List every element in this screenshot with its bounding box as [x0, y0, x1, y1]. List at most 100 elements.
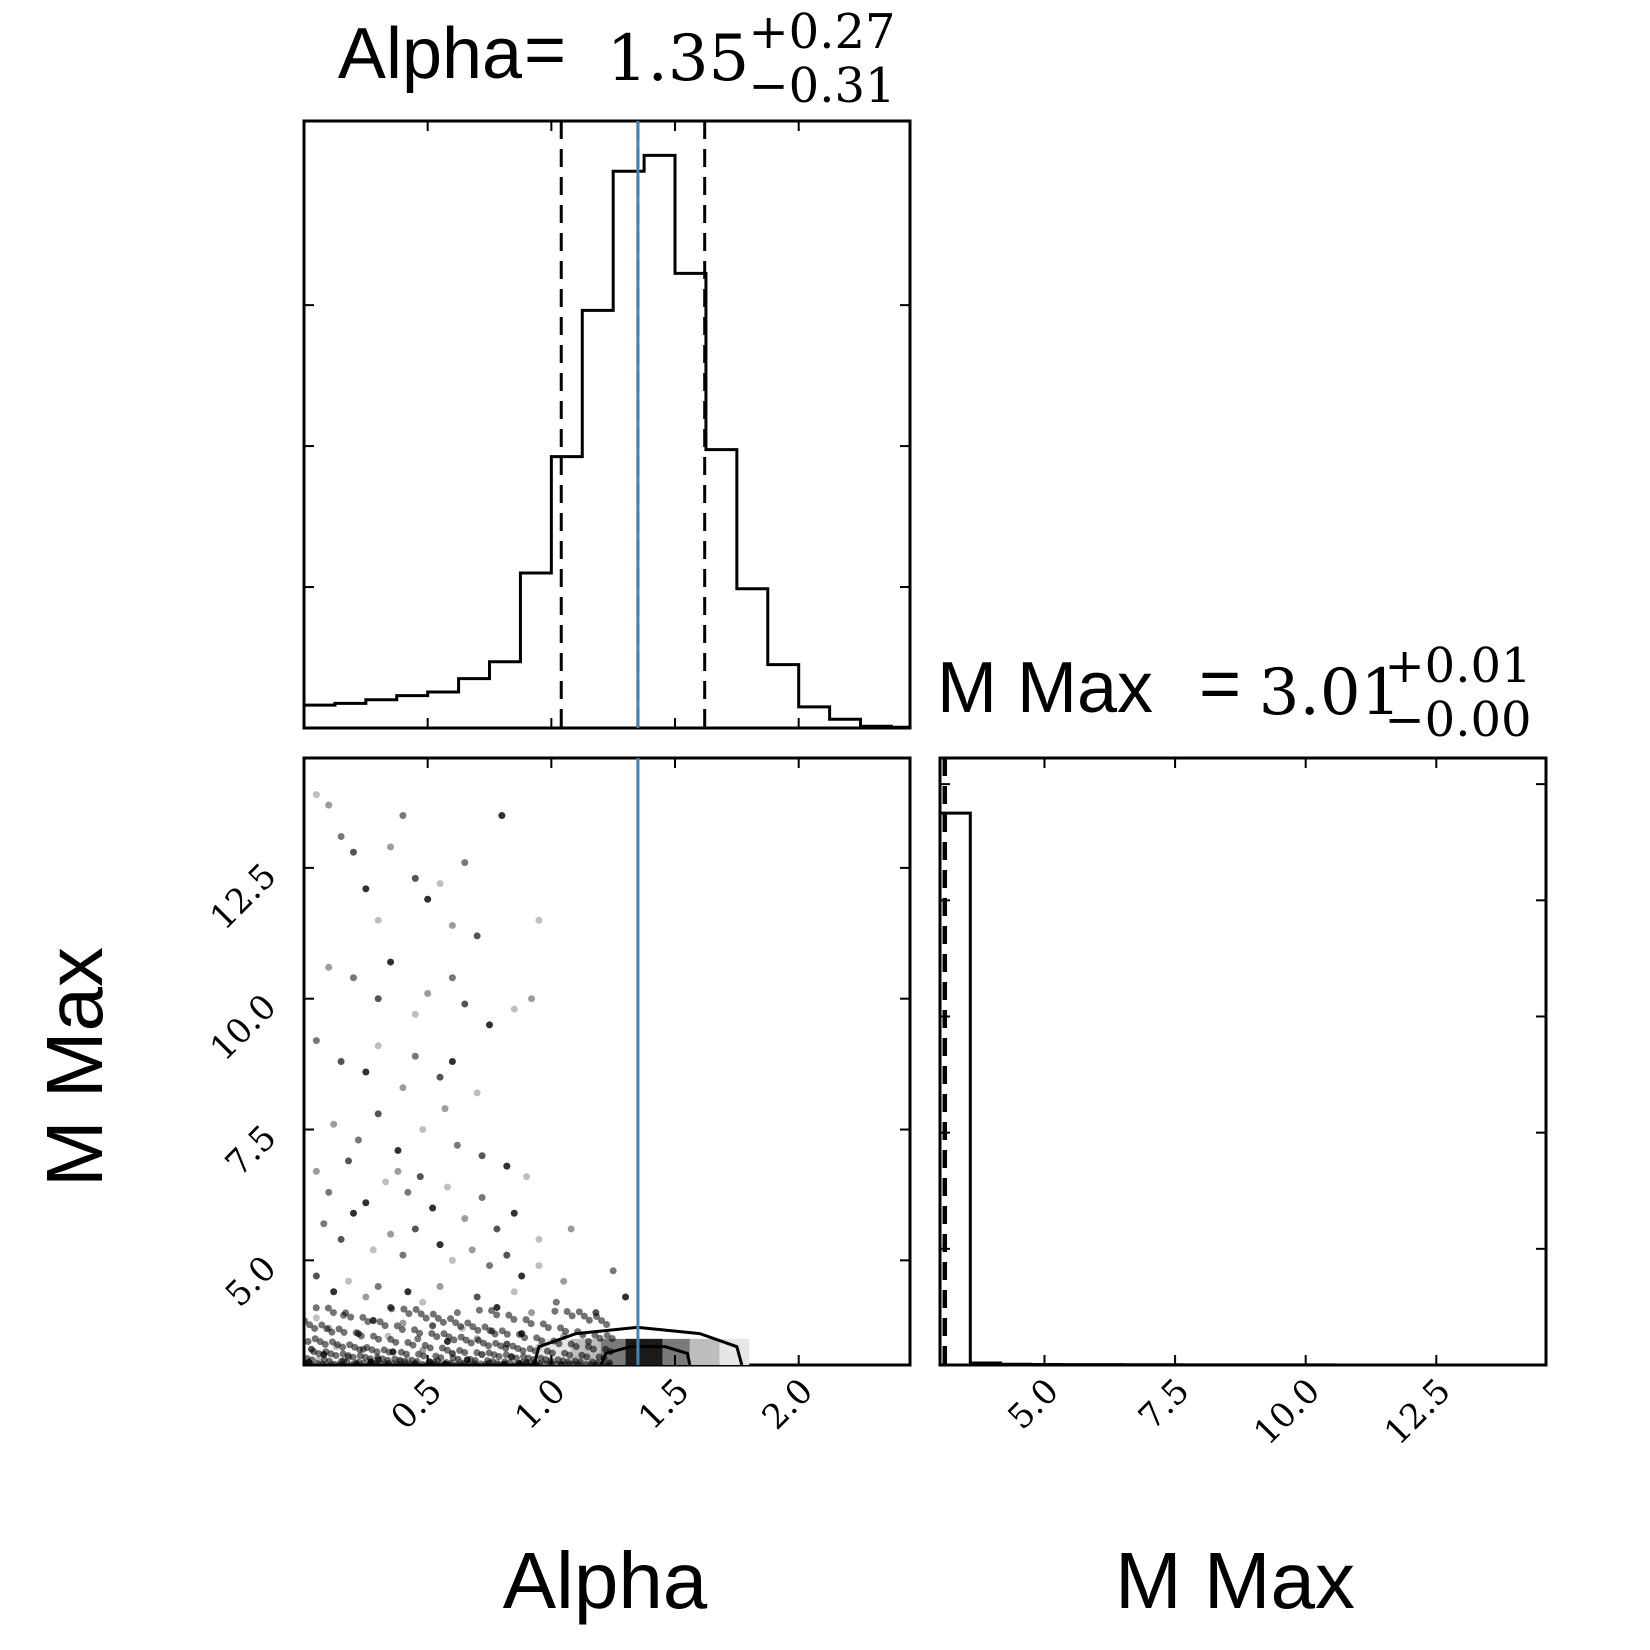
scatter-point-21 — [424, 989, 432, 997]
alpha-mmax-scatter-panel — [302, 756, 912, 1367]
scatter-point-dense-199 — [606, 1359, 614, 1365]
alpha-histogram-frame — [302, 119, 912, 730]
scatter-point-dense-1 — [491, 1330, 499, 1338]
scatter-point-42 — [453, 1141, 461, 1149]
scatter-point-52 — [404, 1188, 412, 1196]
scatter-point-dense-127 — [452, 1319, 460, 1327]
alpha-title-value: 1.35 — [607, 22, 750, 96]
scatter-point-22 — [448, 974, 456, 982]
scatter-point-5 — [374, 916, 382, 924]
scatter-point-85 — [419, 1298, 427, 1306]
scatter-point-dense-184 — [522, 1316, 530, 1324]
scatter-point-dense-168 — [557, 1324, 565, 1332]
scatter-point-dense-33 — [422, 1314, 430, 1322]
scatter-point-dense-224 — [436, 1361, 444, 1365]
scatter-point-dense-248 — [384, 1359, 392, 1365]
scatter-point-35 — [473, 1089, 481, 1097]
scatter-point-70 — [448, 1256, 456, 1264]
alpha-x-tick-label-1: 1.0 — [507, 1371, 574, 1438]
scatter-point-dense-181 — [567, 1340, 575, 1348]
scatter-point-63 — [337, 1235, 345, 1243]
scatter-point-dense-29 — [585, 1316, 593, 1324]
scatter-point-dense-74 — [527, 1320, 535, 1328]
scatter-point-45 — [523, 1173, 531, 1181]
scatter-point-dense-140 — [462, 1336, 470, 1344]
scatter-point-dense-247 — [502, 1351, 510, 1359]
scatter-point-57 — [478, 1194, 486, 1202]
scatter-point-dense-38 — [450, 1336, 458, 1344]
scatter-point-64 — [349, 1209, 357, 1217]
alpha-title-minus: −0.31 — [748, 58, 895, 114]
mmax-histogram-frame — [938, 756, 1548, 1367]
scatter-point-dense-223 — [554, 1356, 562, 1364]
scatter-point-dense-46 — [433, 1333, 441, 1341]
scatter-point-50 — [382, 1178, 390, 1186]
scatter-point-72 — [486, 1262, 494, 1270]
scatter-point-dense-172 — [393, 1322, 401, 1330]
scatter-point-7 — [399, 812, 407, 820]
scatter-point-78 — [312, 1272, 320, 1280]
scatter-point-dense-157 — [310, 1348, 318, 1356]
scatter-point-dense-161 — [456, 1346, 464, 1354]
scatter-point-dense-152 — [591, 1331, 599, 1339]
scatter-point-dense-49 — [388, 1305, 396, 1313]
scatter-point-75 — [535, 1262, 543, 1270]
scatter-point-dense-78 — [364, 1318, 372, 1326]
scatter-point-82 — [374, 1283, 382, 1291]
scatter-point-dense-183 — [331, 1360, 339, 1365]
scatter-point-dense-195 — [460, 1359, 468, 1365]
scatter-point-102 — [414, 1335, 422, 1343]
scatter-point-dense-229 — [464, 1319, 472, 1327]
scatter-point-dense-242 — [474, 1336, 482, 1344]
scatter-point-19 — [387, 958, 395, 966]
scatter-point-73 — [503, 1251, 511, 1259]
scatter-point-56 — [461, 1214, 469, 1222]
scatter-point-36 — [330, 1120, 338, 1128]
scatter-point-28 — [337, 1058, 345, 1065]
scatter-point-dense-98 — [475, 1306, 483, 1314]
scatter-point-dense-177 — [421, 1341, 429, 1349]
mmax-y-tick-label-2: 10.0 — [203, 987, 285, 1069]
scatter-point-dense-171 — [511, 1361, 519, 1365]
scatter-point-60 — [535, 1235, 543, 1243]
mmax-y-tick-label-1: 7.5 — [218, 1118, 285, 1185]
scatter-point-dense-237 — [447, 1315, 455, 1323]
scatter-point-17 — [349, 974, 357, 982]
scatter-point-92 — [552, 1298, 560, 1306]
scatter-point-91 — [528, 1309, 536, 1317]
scatter-point-dense-62 — [398, 1326, 406, 1334]
scatter-point-dense-256 — [367, 1358, 375, 1365]
scatter-point-dense-143 — [417, 1310, 425, 1318]
scatter-point-37 — [354, 1136, 362, 1144]
scatter-point-dense-193 — [387, 1335, 395, 1343]
scatter-point-94 — [622, 1293, 630, 1301]
scatter-point-12 — [461, 859, 469, 867]
scatter-point-dense-216 — [453, 1361, 461, 1365]
mmax-x-axis-label: M Max — [1115, 1536, 1355, 1625]
scatter-point-103 — [429, 1322, 437, 1330]
scatter-point-dense-54 — [416, 1329, 424, 1337]
scatter-point-dense-66 — [544, 1324, 552, 1332]
scatter-point-dense-225 — [318, 1321, 326, 1329]
scatter-point-11 — [448, 921, 456, 929]
scatter-point-dense-231 — [537, 1354, 545, 1362]
alpha-title-equals: = — [524, 10, 566, 90]
scatter-point-20 — [411, 1010, 419, 1018]
mmax-x-tick-label-3: 12.5 — [1377, 1371, 1459, 1453]
scatter-point-71 — [468, 1246, 476, 1254]
scatter-point-dense-147 — [563, 1308, 571, 1316]
scatter-point-dense-148 — [445, 1333, 453, 1341]
scatter-point-43 — [478, 1152, 486, 1160]
scatter-point-15 — [535, 916, 543, 924]
scatter-point-13 — [473, 932, 481, 940]
scatter-point-27 — [312, 1037, 320, 1045]
scatter-point-dense-222 — [363, 1343, 371, 1351]
scatter-point-dense-174 — [466, 1355, 474, 1363]
alpha-histogram-steps — [304, 153, 910, 729]
mmax-title-minus: −0.00 — [1384, 692, 1531, 748]
scatter-point-dense-188 — [359, 1313, 367, 1321]
scatter-point-90 — [510, 1288, 518, 1296]
scatter-point-dense-115 — [323, 1325, 331, 1333]
scatter-point-dense-205 — [515, 1330, 523, 1338]
